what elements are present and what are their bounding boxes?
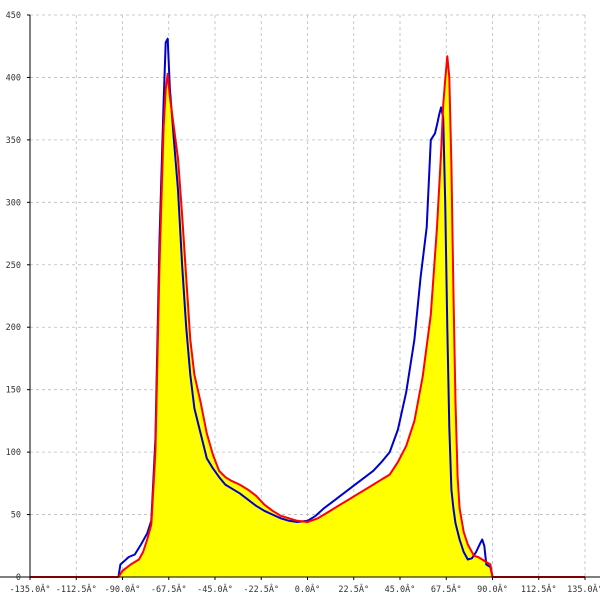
x-tick-label: -112.5Â° — [56, 583, 97, 595]
x-tick-label: -67.5Â° — [151, 583, 187, 595]
tick-labels: -135.0Â° -112.5Â° -90.0Â° -67.5Â° -45.0Â° -22… — [6, 11, 600, 595]
y-tick-label: 50 — [11, 511, 21, 521]
x-tick-label: -45.0Â° — [197, 583, 233, 595]
x-tick-label: 67.5Â° — [431, 583, 462, 595]
area-layer — [30, 56, 585, 577]
x-tick-label: 90.0Â° — [477, 583, 508, 595]
x-tick-label: 22.5Â° — [338, 583, 369, 595]
y-tick-label: 250 — [6, 261, 21, 271]
x-tick-label: 45.0Â° — [385, 583, 416, 595]
y-tick-label: 400 — [6, 73, 21, 83]
series-line — [117, 37, 494, 578]
y-tick-label: 350 — [6, 136, 21, 146]
x-tick-label: -90.0Â° — [105, 583, 141, 595]
y-tick-label: 100 — [6, 448, 21, 458]
y-tick-label: 150 — [6, 386, 21, 396]
grid — [29, 14, 586, 577]
line-layer — [30, 37, 585, 578]
x-tick-label: -135.0Â° — [10, 583, 51, 595]
x-tick-label: -22.5Â° — [243, 583, 279, 595]
y-tick-label: 200 — [6, 323, 21, 333]
x-tick-label: 0.0Â° — [295, 583, 321, 595]
series-line — [30, 55, 585, 578]
y-tick-label: 450 — [6, 11, 21, 21]
x-tick-label: 135.0Â° — [567, 583, 600, 595]
x-tick-label: 112.5Â° — [521, 583, 557, 595]
area-fill — [30, 56, 585, 577]
axes — [0, 14, 600, 580]
y-tick-label: 0 — [16, 573, 21, 583]
y-tick-label: 300 — [6, 198, 21, 208]
